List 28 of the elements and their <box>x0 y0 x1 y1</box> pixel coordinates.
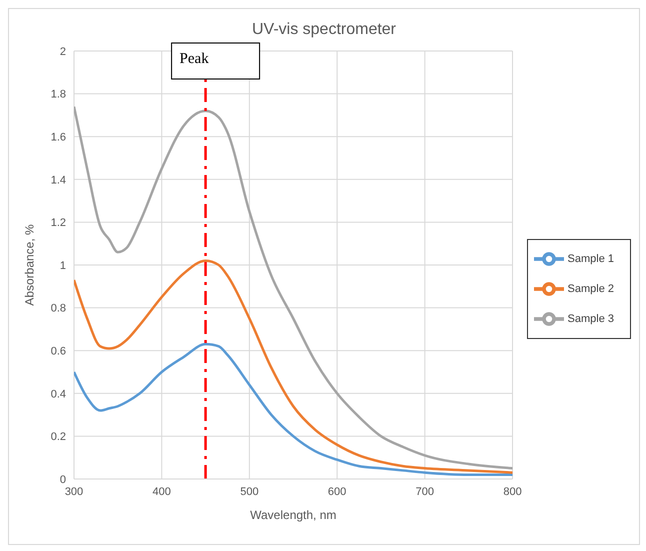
legend-label: Sample 3 <box>568 312 614 325</box>
x-tick-label: 600 <box>328 486 346 498</box>
y-tick-label: 0.8 <box>50 302 66 315</box>
chart-title: UV-vis spectrometer <box>250 21 398 39</box>
y-axis-title: Absorbance, % <box>22 224 36 306</box>
x-tick-label: 400 <box>152 486 171 498</box>
y-tick-label: 1.4 <box>50 174 66 186</box>
y-tick-label: 1.6 <box>50 132 66 144</box>
y-tick-label: 1.2 <box>50 217 66 230</box>
y-tick-label: 2 <box>60 46 66 58</box>
x-tick-label: 500 <box>240 486 259 498</box>
line-series <box>74 259 513 474</box>
y-tick-label: 0 <box>60 474 66 486</box>
y-tick-label: 1 <box>60 260 66 272</box>
x-tick-label: 700 <box>416 486 434 498</box>
line-series <box>74 105 513 470</box>
y-tick-label: 0.6 <box>50 346 66 358</box>
callout-box: Peak <box>171 42 260 80</box>
x-axis-title: Wavelength, nm <box>250 508 336 522</box>
y-tick-label: 0.2 <box>50 431 66 444</box>
legend-label: Sample 2 <box>568 282 614 295</box>
ref-line-label: Peak <box>180 51 210 67</box>
legend-label: Sample 1 <box>568 252 614 265</box>
y-tick-label: 0.4 <box>50 388 66 400</box>
y-tick-label: 1.8 <box>50 88 66 101</box>
x-tick-label: 800 <box>503 486 522 498</box>
x-tick-label: 300 <box>64 486 84 498</box>
line-series <box>74 342 513 476</box>
